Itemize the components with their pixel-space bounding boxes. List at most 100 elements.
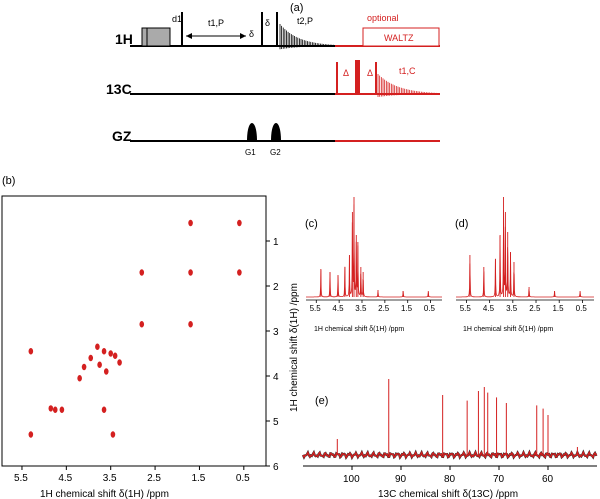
panel-label-a: (a) [290, 2, 303, 14]
x-tick-label: 0.5 [424, 304, 436, 313]
label-t1p: t1,P [208, 18, 224, 28]
cross-peak [97, 361, 102, 368]
t1p-arrow-head-left [186, 33, 192, 39]
cross-peak [237, 219, 242, 227]
y-tick-label: 5 [273, 417, 279, 428]
panel-label-e: (e) [315, 395, 328, 407]
panel-label-d: (d) [455, 218, 468, 230]
label-big-delta-1: Δ [343, 68, 349, 78]
cross-peak [108, 350, 114, 357]
x-axis-title-d: 1H chemical shift δ(1H) /ppm [463, 326, 553, 333]
x-tick-label: 1.5 [552, 304, 564, 313]
plot-frame-b [1, 195, 267, 467]
cross-peak [237, 269, 242, 276]
x-axis-b: 5.5 4.5 3.5 2.5 1.5 0.5 [14, 466, 250, 484]
label-big-delta-2: Δ [367, 68, 373, 78]
x-axis-d: 5.5 4.5 3.5 2.5 1.5 0.5 [456, 299, 594, 313]
cross-peak [101, 406, 107, 413]
panel-label-b: (b) [2, 175, 15, 187]
label-g1: G1 [245, 148, 256, 157]
x-tick-label: 5.5 [14, 473, 28, 484]
x-tick-label: 4.5 [483, 304, 495, 313]
cross-peak [28, 348, 34, 355]
x-tick-label: 60 [542, 474, 554, 485]
x-tick-label: 80 [444, 474, 456, 485]
panel-d: (d) 5.5 4.5 3.5 2.5 1.5 0.5 1H chemical shift… [455, 197, 594, 333]
cross-peak [188, 269, 193, 276]
spectrum-c [306, 197, 442, 298]
x-tick-label: 5.5 [310, 304, 322, 313]
y-tick-label: 6 [273, 462, 279, 473]
y-tick-label: 4 [273, 372, 279, 383]
x-tick-label: 3.5 [506, 304, 518, 313]
x-tick-label: 100 [343, 474, 360, 485]
t1p-arrow-head-right [240, 33, 246, 39]
cross-peaks [28, 219, 242, 438]
gradient-pulse-2 [271, 123, 281, 141]
spectrum-d [456, 197, 594, 298]
label-delta-1: δ [249, 29, 254, 39]
x-tick-label: 2.5 [529, 304, 541, 313]
label-g2: G2 [270, 148, 281, 157]
label-delta-2: δ [265, 18, 270, 28]
x-tick-label: 1.5 [401, 304, 413, 313]
label-optional: optional [367, 13, 399, 23]
gradient-pulse-1 [247, 123, 257, 141]
spectrum-e [301, 379, 598, 461]
spectrum-trace [456, 209, 594, 298]
y-tick-label: 3 [273, 327, 279, 338]
waltz-box [362, 27, 440, 47]
channel-label-c: 13C [106, 81, 132, 97]
cross-peak [81, 363, 87, 371]
panel-a: (a) 1H 13C GZ d1 t1,P δ δ t2,P optional … [106, 2, 440, 157]
cross-peak [103, 368, 109, 375]
cross-peak [59, 406, 65, 413]
x-tick-label: 0.5 [576, 304, 588, 313]
cross-peak [139, 269, 145, 276]
cross-peak [112, 352, 118, 359]
cross-peak [77, 375, 82, 382]
cross-peak [117, 359, 122, 366]
panel-e: (e) 100 90 80 70 60 13C chemical shift δ(13C… [301, 379, 598, 499]
cross-peak [139, 321, 145, 328]
cross-peak [52, 406, 58, 413]
y-tick-label: 1 [273, 237, 279, 248]
x-axis-title-e: 13C chemical shift δ(13C) /ppm [378, 489, 518, 499]
spectrum-trace [306, 204, 442, 298]
y-axis-b: 1 2 3 4 5 6 [266, 237, 279, 473]
cross-peak [28, 431, 34, 438]
panel-c: (c) 5.5 4.5 3.5 2.5 1.5 0.5 1H chemical shift… [305, 197, 442, 333]
x-tick-label: 3.5 [103, 473, 117, 484]
channel-label-g: GZ [112, 128, 132, 144]
label-t1c: t1,C [399, 66, 416, 76]
cross-peak [48, 405, 54, 412]
x-tick-label: 70 [493, 474, 505, 485]
x-tick-label: 2.5 [147, 473, 161, 484]
x-axis-c: 5.5 4.5 3.5 2.5 1.5 0.5 [306, 299, 442, 313]
presat-block [141, 27, 171, 47]
panel-label-c: (c) [305, 218, 318, 230]
cross-peak [188, 321, 193, 328]
x-tick-label: 90 [395, 474, 407, 485]
x-tick-label: 5.5 [460, 304, 472, 313]
cross-peak [188, 219, 193, 227]
label-d1: d1 [172, 14, 182, 24]
cross-peak [95, 343, 100, 350]
x-axis-e: 100 90 80 70 60 [303, 465, 597, 485]
x-axis-title-b: 1H chemical shift δ(1H) /ppm [40, 489, 169, 499]
label-waltz: WALTZ [384, 33, 414, 43]
panel-b: (b) 5.5 4.5 3.5 2.5 1.5 0.5 1 2 3 4 5 6 1H chemica… [1, 175, 279, 499]
x-tick-label: 4.5 [58, 473, 72, 484]
label-t2p: t2,P [297, 16, 313, 26]
x-tick-label: 1.5 [191, 473, 205, 484]
cross-peak [101, 348, 107, 355]
fid-c [377, 74, 437, 97]
x-tick-label: 0.5 [236, 473, 250, 484]
cross-peak [110, 431, 116, 438]
x-tick-label: 2.5 [378, 304, 390, 313]
x-tick-label: 3.5 [355, 304, 367, 313]
y-tick-label: 2 [273, 282, 279, 293]
c-pulse-180 [355, 60, 360, 94]
channel-label-h: 1H [115, 31, 133, 47]
